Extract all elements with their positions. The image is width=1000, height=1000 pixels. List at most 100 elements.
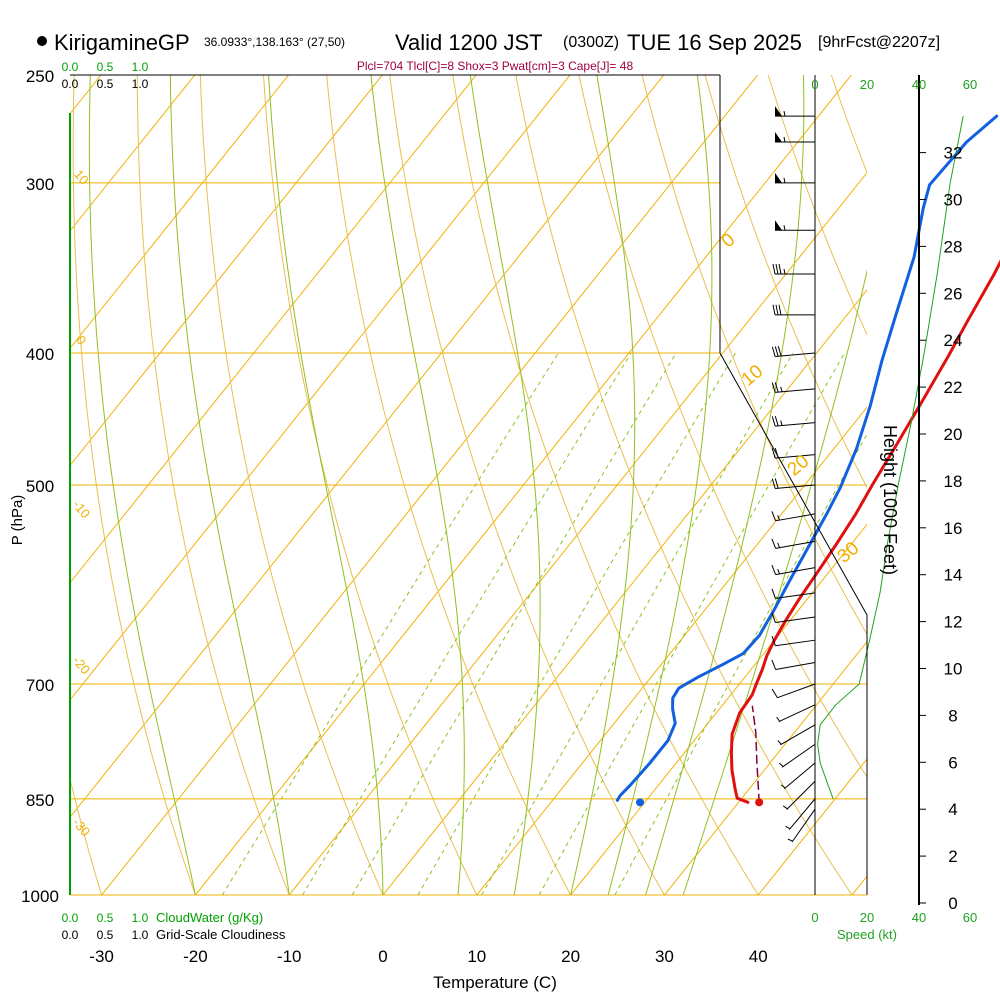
height-tick-label: 24: [944, 331, 963, 350]
moist-adiabat: [570, 75, 636, 895]
pressure-tick-label: 850: [26, 791, 54, 810]
wind-barb: [780, 762, 816, 790]
mixing-ratio-label: 20: [604, 900, 626, 922]
dry-adiabat: [452, 75, 759, 895]
wind-barb: [785, 798, 816, 830]
station-bullet-icon: [37, 36, 47, 46]
wind-barb: [782, 780, 816, 810]
height-axis-title: Height (1000 Feet): [880, 425, 900, 575]
dry-adiabat: [72, 75, 196, 895]
wind-barb-half-feather: [777, 740, 782, 745]
speed-scale-label: 0: [811, 77, 818, 92]
wind-barb-flag: [775, 106, 782, 117]
dry-adiabat: [326, 75, 572, 895]
height-tick-label: 14: [944, 566, 963, 585]
pressure-tick-label: 500: [26, 477, 54, 496]
wind-barb: [775, 172, 815, 184]
wind-barb-half-feather: [782, 805, 788, 810]
wind-barb-flag: [775, 220, 782, 231]
temperature-tick-label: 20: [561, 947, 580, 966]
cloudiness-scale-label: 0.5: [97, 928, 114, 942]
wind-barb-feather: [771, 346, 776, 357]
wind-barb-feather: [774, 415, 779, 427]
station-name: KirigamineGP: [54, 30, 190, 55]
cloud-water-scale-label: 0.5: [97, 911, 114, 925]
left-isotherm-label: -20: [70, 653, 94, 677]
cloudiness-scale-label: 0.0: [62, 928, 79, 942]
wind-barb-half-feather: [777, 542, 781, 548]
wind-barb-staff: [775, 513, 816, 522]
wind-barb-feather: [777, 346, 782, 357]
wind-barb-half-feather: [783, 268, 786, 275]
temperature-tick-label: 40: [749, 947, 768, 966]
moist-adiabat: [169, 75, 290, 895]
wind-barb-half-feather: [787, 838, 793, 842]
wind-barb-half-feather: [783, 225, 786, 231]
height-tick-label: 28: [944, 237, 963, 256]
wind-barb-feather: [775, 304, 779, 315]
dry-adiabat: [515, 75, 853, 895]
speed-scale-label: 0: [811, 910, 818, 925]
height-tick-label: 10: [944, 660, 963, 679]
wind-barb: [771, 612, 816, 624]
wind-barb: [771, 511, 816, 522]
moist-adiabat: [268, 75, 384, 895]
mixing-ratio-line: [302, 352, 632, 895]
temperature-tick-label: -10: [277, 947, 302, 966]
wind-barb-feather: [771, 416, 776, 427]
height-tick-label: 30: [944, 191, 963, 210]
wind-barb: [771, 659, 816, 670]
height-tick-label: 4: [948, 800, 957, 819]
cloud-water-scale-label: 0.0: [62, 911, 79, 925]
wind-barb-half-feather: [783, 111, 786, 117]
height-tick-label: 0: [948, 894, 957, 913]
sounding-layer: [615, 114, 1000, 807]
wind-barb-feather: [771, 635, 776, 646]
isotherm-label: 10: [738, 361, 768, 391]
height-tick-label: 12: [944, 613, 963, 632]
wind-barb-feather: [775, 263, 779, 275]
cloud-water-scale-label: 1.0: [132, 911, 149, 925]
speed-scale-label: 40: [912, 77, 926, 92]
cloud-water-label: CloudWater (g/Kg): [156, 910, 263, 925]
height-tick-label: 8: [948, 706, 957, 725]
wind-barbs: [771, 106, 816, 843]
wind-barb-feather: [774, 478, 779, 489]
speed-scale-label: 20: [860, 77, 874, 92]
height-tick-label: 2: [948, 847, 957, 866]
cloud-water-scale-label: 0.0: [62, 60, 79, 74]
dry-adiabat: [389, 75, 665, 895]
wind-barb-feather: [771, 538, 777, 549]
wind-barb-flag: [775, 132, 782, 143]
wind-barb-half-feather: [777, 568, 781, 575]
wind-barb-half-feather: [776, 716, 781, 722]
height-tick-label: 26: [944, 284, 963, 303]
isotherm-line: [70, 75, 383, 467]
height-tick-label: 20: [944, 425, 963, 444]
wind-barb: [775, 132, 815, 143]
speed-scale-label: 60: [963, 910, 977, 925]
temperature-line: [729, 259, 1000, 804]
wind-barb-feather: [771, 688, 778, 698]
wind-barb: [771, 683, 816, 699]
cloudiness-scale-label: 0.0: [62, 77, 79, 91]
speed-label: Speed (kt): [837, 927, 897, 942]
wind-barb: [772, 263, 815, 275]
wind-barb-feather: [771, 659, 777, 670]
wind-barb-staff: [775, 567, 816, 576]
height-tick-label: 22: [944, 378, 963, 397]
wind-barb-feather: [772, 304, 776, 315]
wind-barb-staff: [775, 639, 816, 647]
valid-date: TUE 16 Sep 2025: [627, 30, 802, 55]
wind-barb-feather: [771, 564, 777, 575]
wind-barb-staff: [786, 780, 816, 810]
moist-adiabat: [607, 75, 713, 895]
wind-barb-staff: [784, 762, 816, 790]
left-isotherm-label: -10: [70, 497, 94, 521]
grid-clip-group: 1 2 3 5 8 12 20: [70, 75, 867, 922]
wind-barb: [771, 538, 816, 549]
wind-barb: [771, 635, 816, 647]
wind-barb-staff: [780, 724, 816, 746]
wind-barb: [775, 106, 815, 117]
